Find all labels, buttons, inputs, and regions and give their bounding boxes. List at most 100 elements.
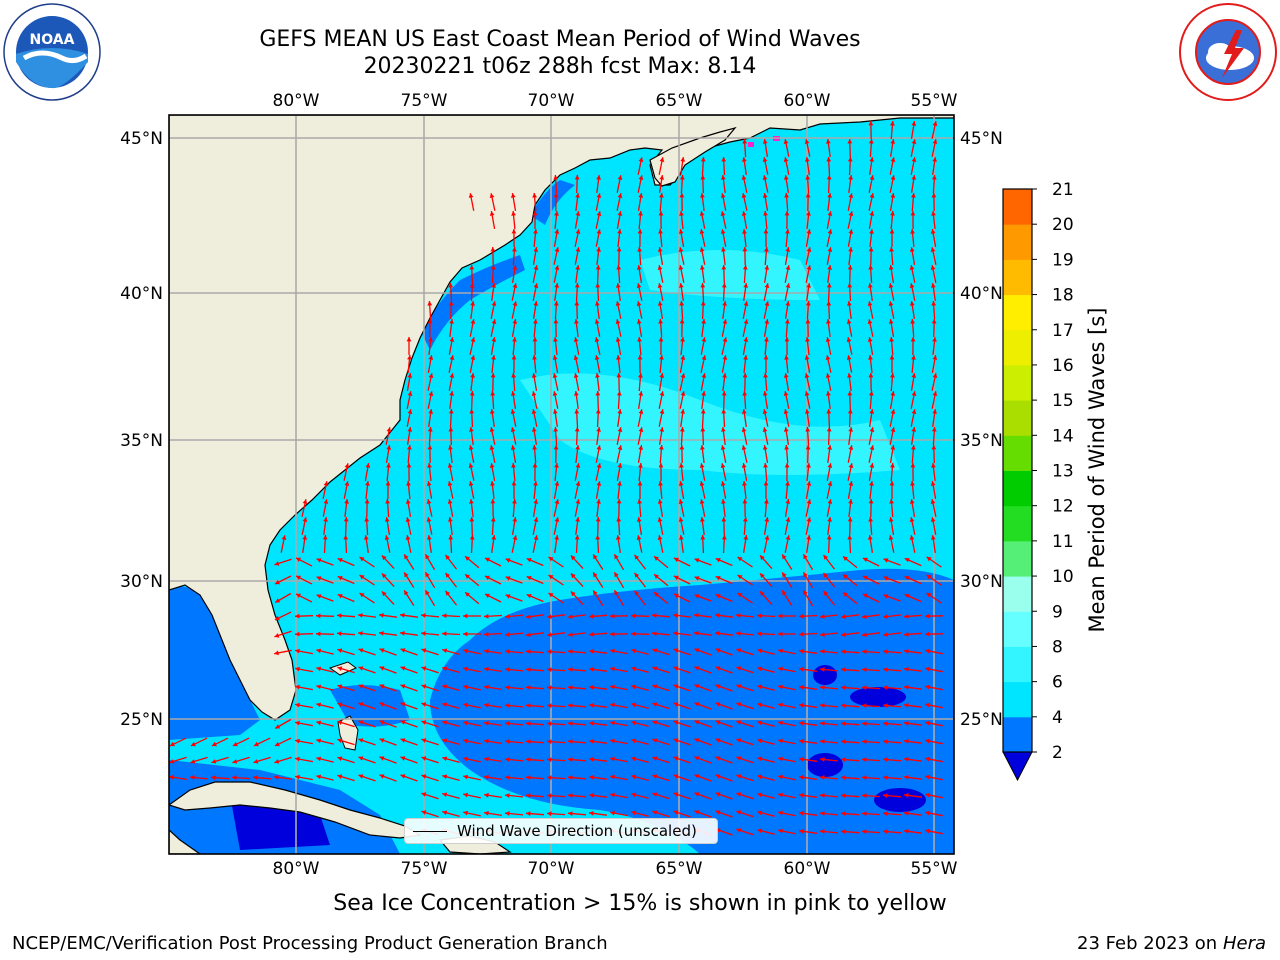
wave-direction-arrowhead <box>868 265 874 270</box>
wave-direction-arrowhead <box>316 558 322 563</box>
wave-direction-arrowhead <box>505 558 511 563</box>
wave-direction-arrowhead <box>491 301 497 306</box>
wave-direction-arrowhead <box>400 756 406 761</box>
wave-direction-arrowhead <box>425 572 430 578</box>
wave-direction-arrowhead <box>533 535 539 540</box>
wave-direction-arrowhead <box>553 175 559 180</box>
wave-direction-arrowhead <box>295 684 300 690</box>
wave-direction-arrowhead <box>295 666 300 672</box>
wave-direction-arrowhead <box>547 775 552 781</box>
wave-direction-arrowhead <box>799 631 804 637</box>
wave-direction-arrowhead <box>883 632 888 637</box>
wave-direction-arrowhead <box>868 247 874 252</box>
wave-direction-arrowhead <box>799 666 804 672</box>
wave-direction-arrowhead <box>848 499 853 504</box>
wave-direction-arrowhead <box>381 591 387 597</box>
wave-direction-arrowhead <box>890 373 895 378</box>
wave-direction-arrowhead <box>484 792 489 798</box>
wave-direction-arrowhead <box>805 445 811 450</box>
colorbar-tick-label: 18 <box>1052 286 1074 306</box>
wave-direction-arrowhead <box>468 481 474 486</box>
wave-direction-arrowhead <box>595 373 600 378</box>
wave-direction-arrowhead <box>931 535 936 540</box>
wave-direction-arrowhead <box>721 175 726 180</box>
wave-direction-arrowhead <box>533 499 539 504</box>
wave-direction-arrowhead <box>490 499 496 504</box>
wave-direction-arrowhead <box>742 247 748 252</box>
wave-direction-arrowhead <box>426 499 432 504</box>
wave-direction-arrowhead <box>337 738 343 743</box>
wave-direction-arrowhead <box>930 247 936 252</box>
wave-direction-arrowhead <box>574 391 579 396</box>
wave-direction-arrowhead <box>778 702 783 708</box>
wave-direction-arrowhead <box>763 229 769 234</box>
wave-direction-arrowhead <box>680 373 686 378</box>
wave-direction-arrowhead <box>274 615 280 621</box>
wave-direction-arrowhead <box>406 481 411 486</box>
wave-direction-arrowhead <box>442 756 448 762</box>
wave-direction-arrowhead <box>848 175 853 180</box>
wave-direction-arrowhead <box>359 557 365 562</box>
wave-direction-arrowhead <box>799 756 804 762</box>
wave-direction-arrowhead <box>442 702 448 708</box>
wave-direction-arrowhead <box>596 193 602 198</box>
wave-direction-arrowhead <box>805 337 810 342</box>
wave-direction-arrowhead <box>736 613 741 618</box>
wave-direction-arrowhead <box>806 211 811 216</box>
wave-direction-arrowhead <box>295 613 300 619</box>
wave-direction-arrowhead <box>673 720 679 725</box>
wave-direction-arrowhead <box>699 499 705 504</box>
wave-direction-arrowhead <box>169 774 174 780</box>
wave-direction-arrowhead <box>470 373 475 378</box>
wave-direction-arrowhead <box>427 463 432 468</box>
lon-label: 70°W <box>528 859 575 879</box>
wave-direction-arrowhead <box>925 648 930 654</box>
wave-direction-arrowhead <box>741 211 747 216</box>
wave-direction-arrowhead <box>526 703 531 708</box>
wave-direction-arrowhead <box>610 756 615 762</box>
wave-direction-arrowhead <box>595 265 601 270</box>
wave-direction-arrowhead <box>526 739 531 744</box>
wave-direction-arrowhead <box>554 481 560 486</box>
wave-direction-arrowhead <box>757 648 763 654</box>
wave-direction-arrowhead <box>784 445 789 450</box>
wave-direction-arrowhead <box>847 157 853 162</box>
colorbar-segment <box>1003 611 1032 647</box>
wave-direction-arrowhead <box>211 775 216 780</box>
wave-direction-arrowhead <box>505 775 510 780</box>
wave-direction-arrowhead <box>783 175 789 180</box>
wave-direction-arrowhead <box>449 373 455 378</box>
wave-direction-arrowhead <box>275 579 280 585</box>
wave-direction-arrowhead <box>736 720 742 725</box>
low-period-patch <box>850 687 906 707</box>
wave-direction-arrowhead <box>442 648 448 654</box>
wave-direction-arrowhead <box>547 757 552 763</box>
wave-direction-arrowhead <box>465 574 470 579</box>
wave-direction-arrowhead <box>421 684 427 689</box>
wave-direction-arrowhead <box>547 703 552 709</box>
graticule <box>169 115 954 854</box>
wave-direction-arrowhead <box>631 720 637 726</box>
wave-direction-arrowhead <box>868 121 874 126</box>
wave-direction-arrowhead <box>721 247 726 252</box>
wave-direction-arrowhead <box>757 756 763 762</box>
wave-direction-arrowhead <box>778 756 783 762</box>
wave-direction-arrowhead <box>785 265 791 270</box>
land-yucatan <box>169 829 202 854</box>
wave-direction-arrowhead <box>589 703 594 708</box>
wave-direction-arrowhead <box>512 499 517 504</box>
wave-direction-arrowhead <box>889 481 895 486</box>
wave-direction-arrowhead <box>553 445 559 450</box>
wave-direction-arrowhead <box>636 517 642 522</box>
wave-direction-arrowhead <box>610 702 615 708</box>
wave-direction-arrowhead <box>869 463 875 468</box>
map-title: GEFS MEAN US East Coast Mean Period of W… <box>259 27 861 52</box>
wave-direction-arrowhead <box>490 373 496 378</box>
wave-direction-arrowhead <box>904 811 909 816</box>
wave-direction-arrowhead <box>532 463 538 468</box>
wave-direction-arrowhead <box>673 756 679 761</box>
colorbar-segment <box>1003 435 1032 471</box>
wave-direction-arrowhead <box>637 337 642 342</box>
wave-direction-arrowhead <box>484 684 489 690</box>
wave-direction-arrowhead <box>827 265 832 270</box>
